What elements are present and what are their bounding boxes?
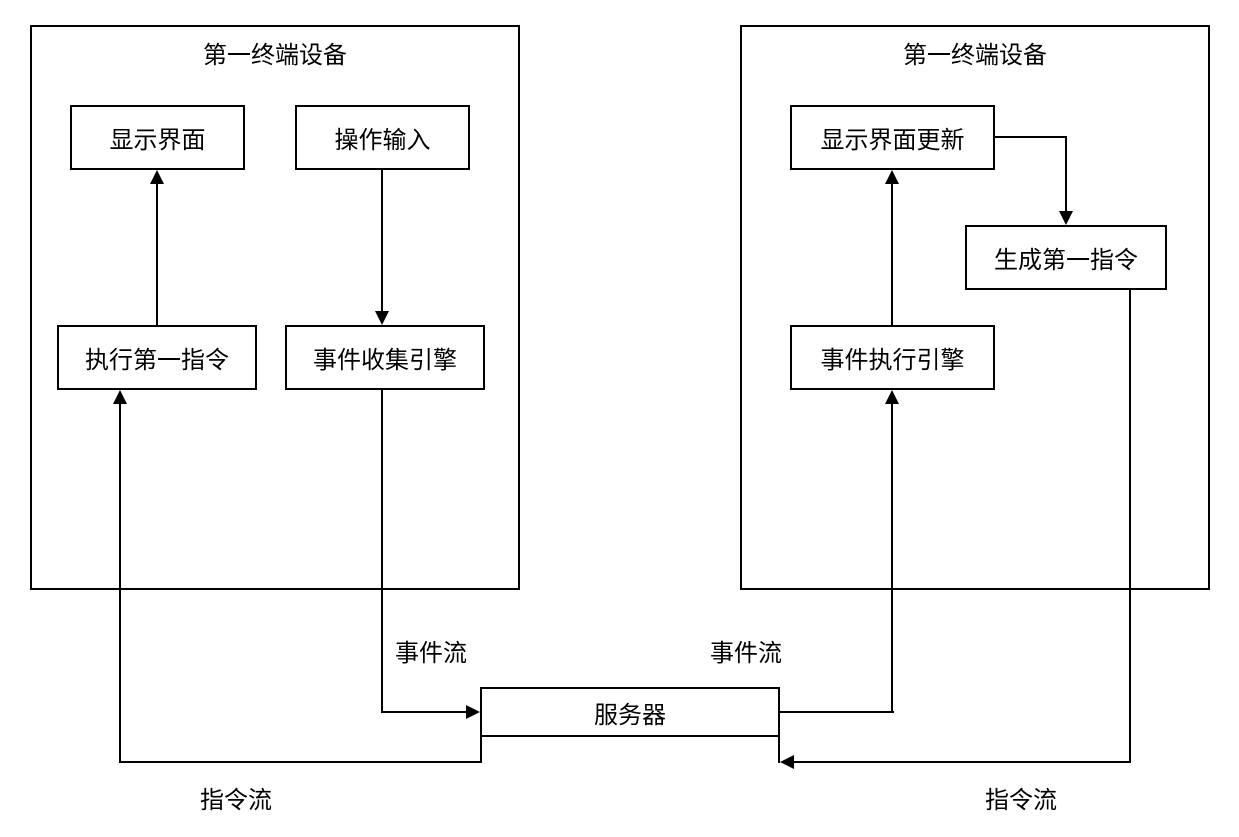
gen-first-node: 生成第一指令 <box>965 225 1167 290</box>
arrow-update-to-gen-head <box>1059 211 1073 225</box>
arrow-update-to-gen-v <box>1065 136 1067 213</box>
gen-first-label: 生成第一指令 <box>994 240 1138 275</box>
arrow-server-to-eventexec-v <box>891 404 893 713</box>
display-update-label: 显示界面更新 <box>821 120 965 155</box>
display-update-node: 显示界面更新 <box>790 105 995 170</box>
arrow-eventexec-to-update-line <box>891 184 893 325</box>
arrow-server-to-exec-v <box>119 404 121 763</box>
arrow-opinput-to-collect-line <box>381 170 383 311</box>
op-input-node: 操作输入 <box>295 105 470 170</box>
right-device-title: 第一终端设备 <box>740 35 1210 70</box>
display-node: 显示界面 <box>70 105 245 170</box>
exec-first-label: 执行第一指令 <box>85 340 229 375</box>
arrow-gen-to-server-h <box>794 761 1131 763</box>
op-input-label: 操作输入 <box>335 120 431 155</box>
event-exec-node: 事件执行引擎 <box>790 325 995 390</box>
arrow-collect-to-server-v <box>381 390 383 712</box>
arrow-exec-to-display-head <box>150 170 164 184</box>
event-stream-right-label: 事件流 <box>710 633 782 668</box>
event-collect-node: 事件收集引擎 <box>285 325 485 390</box>
event-exec-label: 事件执行引擎 <box>821 340 965 375</box>
arrow-exec-to-display-line <box>156 184 158 325</box>
server-label: 服务器 <box>594 695 666 730</box>
arrow-opinput-to-collect-head <box>375 311 389 325</box>
left-device-title: 第一终端设备 <box>30 35 520 70</box>
arrow-server-to-eventexec-h <box>780 711 894 713</box>
display-label: 显示界面 <box>110 120 206 155</box>
arrow-gen-to-server-drop <box>778 737 780 763</box>
cmd-stream-left-label: 指令流 <box>200 780 272 815</box>
cmd-stream-right-label: 指令流 <box>985 780 1057 815</box>
arrow-server-to-exec-drop <box>480 737 482 763</box>
arrow-server-to-eventexec-head <box>885 390 899 404</box>
arrow-collect-to-server-h <box>381 711 468 713</box>
exec-first-node: 执行第一指令 <box>57 325 257 390</box>
arrow-server-to-exec-head <box>113 390 127 404</box>
arrow-update-to-gen-h <box>995 136 1067 138</box>
event-stream-left-label: 事件流 <box>395 633 467 668</box>
arrow-server-to-exec-h <box>120 761 482 763</box>
arrow-eventexec-to-update-head <box>885 170 899 184</box>
event-collect-label: 事件收集引擎 <box>313 340 457 375</box>
arrow-collect-to-server-head <box>466 705 480 719</box>
arrow-gen-to-server-head <box>780 755 794 769</box>
arrow-gen-to-server-v <box>1129 290 1131 763</box>
server-node: 服务器 <box>480 687 780 737</box>
